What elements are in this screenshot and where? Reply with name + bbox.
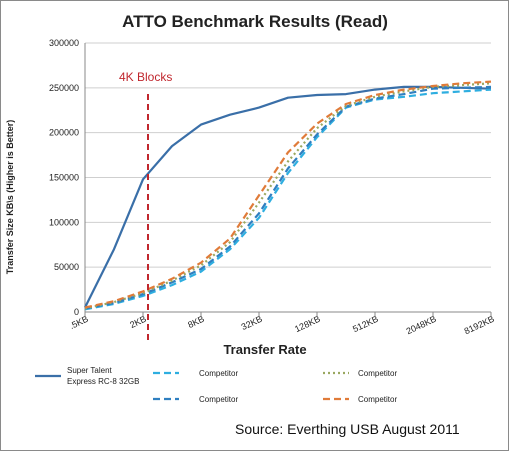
y-tick-label: 200000 <box>49 128 79 138</box>
series-group <box>84 80 492 311</box>
x-tick-label: 512KB <box>351 314 380 334</box>
x-tick-label: 8192KB <box>463 314 496 337</box>
series-line-1 <box>84 85 492 308</box>
y-tick-label: 250000 <box>49 83 79 93</box>
legend-label: Competitor <box>199 369 238 378</box>
y-axis-label: Transfer Size KB\s (Higher is Better) <box>5 120 15 275</box>
y-tick-label: 150000 <box>49 173 79 183</box>
legend: Super Talent Express RC-8 32GB Competitor C… <box>35 366 397 404</box>
y-tick-label: 50000 <box>54 262 79 272</box>
source-note: Source: Everthing USB August 2011 <box>235 421 460 437</box>
series-line-4 <box>84 82 492 310</box>
legend-label: Competitor <box>358 395 397 404</box>
y-axis-ticks: 0 50000 100000 150000 200000 250000 300000 <box>49 38 79 317</box>
x-tick-label: 8KB <box>186 314 206 330</box>
series-line-5 <box>84 80 492 309</box>
x-tick-label: 2KB <box>128 314 148 330</box>
legend-label: Competitor <box>358 369 397 378</box>
x-tick-label: 2048KB <box>405 314 438 337</box>
x-axis-label: Transfer Rate <box>223 342 306 357</box>
x-tick-label: .5KB <box>68 314 90 331</box>
x-axis-ticks: .5KB 2KB 8KB 32KB 128KB 512KB 2048KB 8192KB <box>68 312 496 336</box>
series-line-2 <box>84 88 492 311</box>
y-tick-label: 100000 <box>49 217 79 227</box>
legend-label: Competitor <box>199 395 238 404</box>
annotation-label-4k: 4K Blocks <box>119 70 172 84</box>
legend-label: Super Talent Express RC-8 32GB <box>67 366 139 386</box>
y-tick-label: 300000 <box>49 38 79 48</box>
grid <box>85 42 491 268</box>
y-tick-label: 0 <box>74 307 79 317</box>
x-tick-label: 32KB <box>240 314 264 332</box>
x-tick-label: 128KB <box>293 314 322 334</box>
series-line-3 <box>84 85 492 310</box>
chart-title: ATTO Benchmark Results (Read) <box>122 12 388 31</box>
